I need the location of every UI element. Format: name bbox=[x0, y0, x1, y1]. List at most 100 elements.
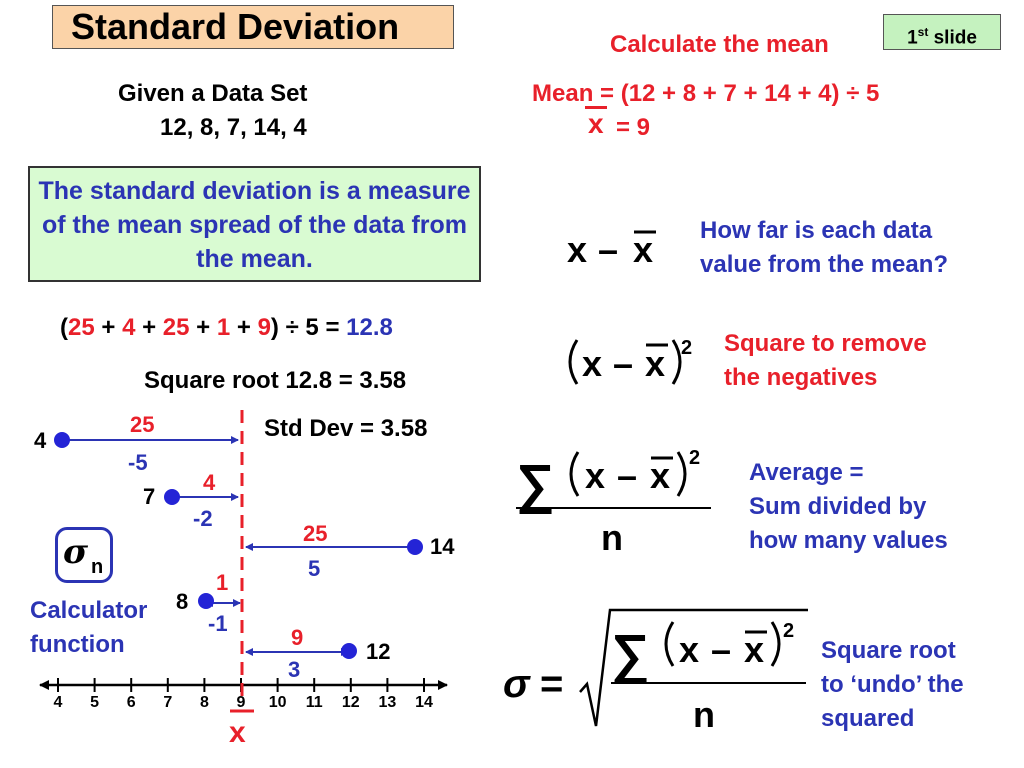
calculator-line1: Calculator bbox=[30, 597, 148, 624]
svg-text:–: – bbox=[711, 629, 731, 670]
data-point bbox=[407, 539, 423, 555]
average-explain-3: how many values bbox=[749, 527, 948, 554]
svg-text:2: 2 bbox=[681, 337, 692, 359]
formula-average: ∑ x – x 2 n bbox=[516, 447, 711, 558]
definition-box: The standard deviation is a measure of t… bbox=[28, 166, 481, 282]
calculator-line2: function bbox=[30, 631, 125, 658]
svg-text:x: x bbox=[650, 455, 670, 496]
sum-term: 25 bbox=[162, 314, 190, 341]
root-explain-1: Square root bbox=[821, 637, 956, 664]
average-explain-2: Sum divided by bbox=[749, 493, 927, 520]
deviation-value: -2 bbox=[193, 506, 213, 531]
formula-difference: x – x bbox=[567, 229, 656, 270]
point-label: 14 bbox=[430, 534, 455, 559]
plus: + bbox=[230, 314, 258, 341]
deviation-value: 3 bbox=[288, 657, 300, 682]
mean-heading: Calculate the mean bbox=[610, 31, 829, 58]
tick-label: 9 bbox=[237, 694, 246, 711]
svg-text:∑: ∑ bbox=[516, 454, 555, 514]
diff-explain-2: value from the mean? bbox=[700, 251, 949, 278]
deviation-value: -5 bbox=[128, 450, 148, 475]
std-dev-line: Std Dev = 3.58 bbox=[264, 415, 428, 442]
diff-explain-1: How far is each data bbox=[700, 217, 933, 244]
svg-text:–: – bbox=[598, 229, 618, 270]
formula-squared: x – x 2 bbox=[568, 337, 692, 385]
mean-x-label: x bbox=[229, 716, 246, 749]
svg-text:2: 2 bbox=[689, 447, 700, 469]
tick-label: 6 bbox=[127, 694, 136, 711]
paren-close: ) ÷ 5 = bbox=[270, 314, 347, 341]
sum-result: 12.8 bbox=[346, 314, 393, 341]
svg-text:=: = bbox=[540, 662, 563, 706]
plus: + bbox=[189, 314, 217, 341]
sum-term: 9 bbox=[257, 314, 271, 341]
mean-xbar: x bbox=[585, 106, 607, 139]
slide-tag-number: 1 bbox=[907, 27, 918, 49]
square-value: 4 bbox=[203, 470, 216, 495]
svg-text:–: – bbox=[617, 455, 637, 496]
sum-term: 1 bbox=[216, 314, 231, 341]
square-explain-1: Square to remove bbox=[724, 330, 927, 357]
tick-label: 14 bbox=[415, 694, 433, 711]
root-explain-2: to ‘undo’ the bbox=[821, 671, 964, 698]
tick-label: 12 bbox=[342, 694, 360, 711]
point-label: 12 bbox=[366, 639, 390, 664]
tick-label: 4 bbox=[54, 694, 63, 711]
square-value: 1 bbox=[216, 570, 228, 595]
average-explain-1: Average = bbox=[749, 459, 864, 486]
svg-text:∑: ∑ bbox=[611, 624, 650, 684]
svg-text:x: x bbox=[633, 229, 653, 270]
point-label: 7 bbox=[143, 484, 155, 509]
data-point bbox=[164, 489, 180, 505]
tick-label: 13 bbox=[379, 694, 397, 711]
svg-text:x: x bbox=[585, 455, 605, 496]
sigma-subscript: n bbox=[91, 556, 104, 578]
svg-text:n: n bbox=[693, 694, 715, 735]
slide-tag-suffix: st bbox=[917, 25, 929, 39]
data-point bbox=[54, 432, 70, 448]
sum-calculation: (25 + 4 + 25 + 1 + 9) ÷ 5 = 12.8 bbox=[60, 314, 393, 342]
deviation-value: 5 bbox=[308, 556, 320, 581]
sigma-n-button: σ n bbox=[55, 527, 113, 583]
plus: + bbox=[94, 314, 123, 341]
deviation-value: -1 bbox=[208, 611, 228, 636]
svg-text:2: 2 bbox=[783, 620, 794, 642]
data-point bbox=[341, 643, 357, 659]
formula-standard-deviation: σ = ∑ x – x 2 n bbox=[503, 608, 808, 735]
point-label: 8 bbox=[176, 589, 188, 614]
sqrt-line: Square root 12.8 = 3.58 bbox=[144, 367, 407, 394]
svg-text:n: n bbox=[601, 517, 623, 558]
svg-text:x: x bbox=[744, 629, 764, 670]
square-value: 25 bbox=[130, 412, 154, 437]
root-explain-3: squared bbox=[821, 705, 915, 732]
point-label: 4 bbox=[34, 428, 47, 453]
svg-text:x: x bbox=[582, 343, 602, 384]
tick-label: 10 bbox=[269, 694, 287, 711]
tick-label: 7 bbox=[163, 694, 172, 711]
tick-label: 11 bbox=[306, 694, 323, 711]
given-values: 12, 8, 7, 14, 4 bbox=[160, 114, 307, 141]
mean-result: = 9 bbox=[616, 114, 651, 141]
svg-text:x: x bbox=[645, 343, 665, 384]
tick-label: 5 bbox=[90, 694, 99, 711]
svg-text:σ: σ bbox=[503, 662, 531, 706]
square-explain-2: the negatives bbox=[724, 364, 878, 391]
given-label: Given a Data Set bbox=[118, 80, 308, 107]
page-title: Standard Deviation bbox=[52, 5, 454, 49]
slide-tag: 1st slide bbox=[883, 14, 1001, 50]
slide-tag-text: slide bbox=[928, 27, 977, 49]
svg-text:x: x bbox=[567, 229, 587, 270]
sigma-symbol: σ bbox=[63, 532, 89, 572]
svg-text:–: – bbox=[613, 343, 633, 384]
tick-label: 8 bbox=[200, 694, 209, 711]
square-value: 25 bbox=[303, 521, 327, 546]
plus: + bbox=[135, 314, 163, 341]
data-point bbox=[198, 593, 214, 609]
svg-text:x: x bbox=[679, 629, 699, 670]
mean-formula: Mean = (12 + 8 + 7 + 14 + 4) ÷ 5 bbox=[532, 80, 880, 107]
square-value: 9 bbox=[291, 625, 303, 650]
paren-open: ( bbox=[60, 314, 68, 341]
sum-term: 4 bbox=[122, 314, 136, 341]
sum-term: 25 bbox=[68, 314, 95, 341]
